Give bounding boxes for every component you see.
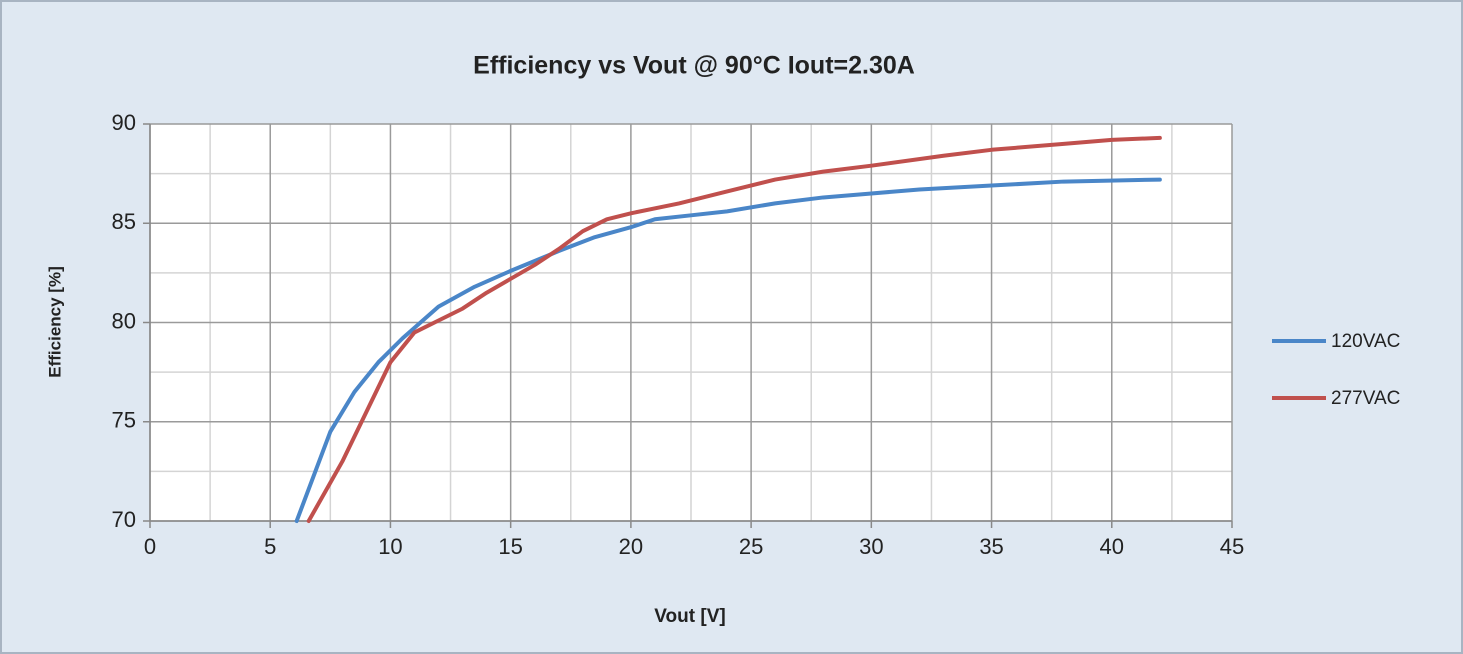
series-line — [294, 177, 1162, 523]
x-axis-label: Vout [V] — [654, 606, 725, 627]
x-tick-label: 15 — [498, 534, 522, 559]
y-tick-label: 90 — [112, 110, 136, 135]
legend-label: 277VAC — [1331, 388, 1400, 409]
y-tick-label: 70 — [112, 507, 136, 532]
y-axis-label: Efficiency [%] — [45, 266, 64, 377]
x-tick-label: 45 — [1220, 534, 1244, 559]
x-tick-label: 40 — [1100, 534, 1124, 559]
y-tick-label: 85 — [112, 209, 136, 234]
x-tick-label: 25 — [739, 534, 763, 559]
legend-label: 120VAC — [1331, 331, 1400, 352]
y-tick-label: 80 — [112, 308, 136, 333]
series-line — [306, 135, 1162, 523]
x-tick-label: 10 — [378, 534, 402, 559]
y-tick-label: 75 — [112, 408, 136, 433]
x-tick-label: 0 — [144, 534, 156, 559]
x-tick-label: 35 — [979, 534, 1003, 559]
x-tick-label: 30 — [859, 534, 883, 559]
chart-title: Efficiency vs Vout @ 90°C Iout=2.30A — [473, 52, 915, 80]
x-tick-label: 20 — [619, 534, 643, 559]
x-tick-label: 5 — [264, 534, 276, 559]
